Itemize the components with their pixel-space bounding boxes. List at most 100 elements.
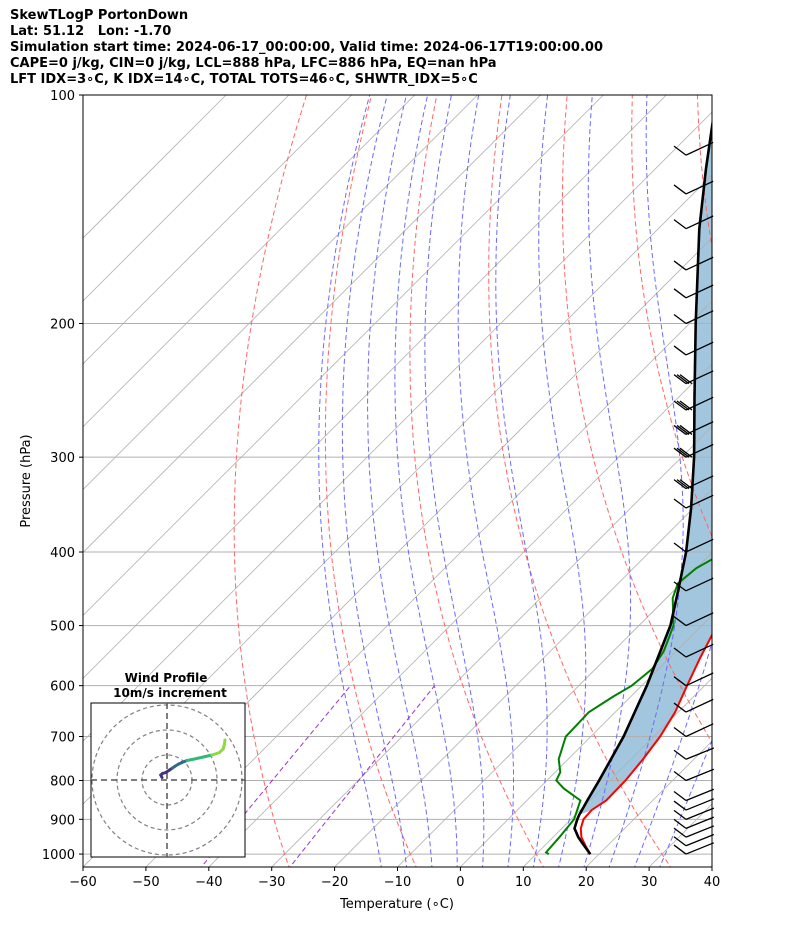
wind-barb	[673, 643, 714, 658]
dewpoint-line	[544, 558, 712, 855]
wind-barb	[673, 842, 715, 855]
wind-barb	[673, 215, 714, 230]
wind-barb	[673, 798, 715, 811]
x-tick-label: −30	[258, 875, 285, 890]
y-tick-label: 1000	[42, 848, 75, 863]
isotherm--110	[83, 95, 541, 554]
temperature-line	[579, 632, 712, 855]
cape-line: CAPE=0 j/kg, CIN=0 j/kg, LCL=888 hPa, LF…	[10, 56, 497, 71]
wind-barb	[673, 494, 714, 509]
profile-lines	[544, 117, 712, 855]
chart-title: SkewTLogP PortonDown	[10, 8, 189, 23]
adiabats	[200, 95, 794, 870]
y-tick-label: 600	[50, 680, 75, 695]
isotherm--160	[83, 95, 227, 239]
x-tick-label: 30	[641, 875, 658, 890]
y-tick-label: 900	[50, 813, 75, 828]
hodograph-segment	[193, 755, 206, 761]
dry-adiabat	[488, 95, 672, 867]
x-tick-label: −40	[195, 875, 222, 890]
dry-adiabat	[763, 95, 794, 870]
moist-adiabat	[634, 640, 712, 867]
hodograph-subtitle: 10m/s increment	[113, 686, 227, 700]
moist-adiabat	[538, 95, 587, 867]
isotherm--40	[208, 363, 712, 867]
wind-barb	[673, 698, 714, 713]
isotherm--100	[83, 95, 604, 616]
wind-barb	[673, 141, 714, 156]
axis-ticks: −60 −50 −40 −30 −20 −10 0 10 20 30 40 1000 900 800 700…	[42, 89, 720, 890]
wind-barb	[673, 284, 714, 299]
moist-adiabat	[394, 95, 458, 867]
dry-adiabat	[233, 95, 307, 867]
isotherm-40	[711, 866, 712, 867]
x-tick-label: −20	[321, 875, 348, 890]
wind-barb	[673, 833, 715, 847]
isotherm--30	[271, 426, 712, 867]
wind-barb	[673, 723, 714, 738]
y-tick-label: 200	[50, 318, 75, 333]
y-axis-label: Pressure (hPa)	[19, 434, 34, 527]
hodograph-inset: Wind Profile 10m/s increment	[90, 671, 246, 858]
isotherm-10	[523, 677, 712, 867]
isotherm--50	[145, 300, 712, 867]
dry-adiabat	[409, 95, 544, 867]
wind-barb	[673, 180, 714, 195]
hodograph-content	[91, 703, 245, 857]
isotherm--10	[397, 551, 712, 867]
y-tick-label: 500	[50, 620, 75, 635]
y-tick-label: 300	[50, 451, 75, 466]
moist-adiabat	[583, 95, 632, 867]
hodograph-title: Wind Profile	[125, 671, 208, 685]
moist-adiabat	[318, 95, 382, 867]
wind-barb	[673, 577, 714, 592]
y-tick-label: 700	[50, 730, 75, 745]
x-axis-label: Temperature (∘C)	[339, 897, 454, 912]
x-tick-label: −50	[132, 875, 159, 890]
wind-barb	[673, 310, 714, 325]
wind-barb	[673, 672, 714, 687]
x-tick-label: −10	[384, 875, 411, 890]
y-tick-label: 100	[50, 89, 75, 104]
wind-barb	[673, 475, 714, 490]
wind-barb	[673, 816, 715, 829]
wind-barb	[673, 370, 714, 385]
wind-barb	[673, 421, 714, 436]
moist-adiabat	[424, 95, 485, 867]
wind-barb	[673, 768, 715, 782]
wind-barb	[673, 825, 715, 838]
moist-adiabat	[495, 95, 548, 867]
isotherm--150	[83, 95, 290, 302]
isotherm--120	[83, 95, 478, 491]
y-tick-label: 400	[50, 546, 75, 561]
isotherm--20	[334, 489, 712, 867]
wind-barb	[673, 256, 714, 271]
wind-barb	[673, 612, 714, 627]
x-tick-label: 10	[515, 875, 532, 890]
isotherm--140	[83, 95, 353, 365]
isotherm-0	[460, 614, 712, 867]
x-tick-label: −60	[69, 875, 96, 890]
x-tick-label: 0	[456, 875, 464, 890]
moist-adiabat	[341, 95, 408, 867]
wind-barb	[673, 747, 715, 760]
dry-adiabat	[561, 95, 712, 744]
indices-line: LFT IDX=3∘C, K IDX=14∘C, TOTAL TOTS=46∘C…	[10, 72, 478, 87]
moist-adiabat	[608, 95, 684, 867]
y-tick-label: 800	[50, 775, 75, 790]
isotherm--90	[83, 95, 667, 679]
wind-barbs	[673, 141, 715, 855]
cin-cape-area	[579, 126, 712, 815]
x-tick-label: 20	[578, 875, 595, 890]
mixing-ratio-line	[289, 685, 435, 867]
isotherm-30	[648, 803, 712, 867]
dry-adiabat	[324, 95, 417, 867]
chart-header: SkewTLogP PortonDown Lat: 51.12 Lon: -1.…	[10, 8, 603, 88]
wind-barb	[673, 807, 715, 820]
location-line: Lat: 51.12 Lon: -1.70	[10, 24, 172, 39]
x-tick-label: 40	[704, 875, 721, 890]
isotherm--130	[83, 95, 415, 428]
moist-adiabat	[457, 95, 514, 867]
wind-barb	[673, 341, 714, 356]
